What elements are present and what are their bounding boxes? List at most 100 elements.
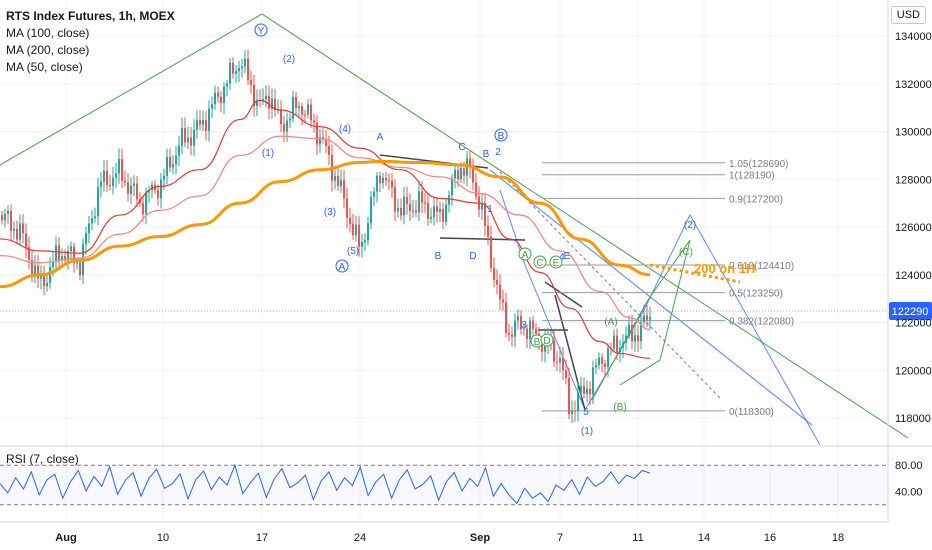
candle-body xyxy=(472,167,474,183)
candle-body xyxy=(451,178,453,196)
time-axis[interactable]: Aug 10 17 24 Sep 7 11 14 16 18 xyxy=(55,532,844,544)
candle-body xyxy=(439,209,441,212)
candle-body xyxy=(157,190,159,199)
candle-body xyxy=(568,378,570,415)
candle-body xyxy=(313,120,315,123)
candle-body xyxy=(163,175,165,180)
wave-label-circle xyxy=(533,255,547,269)
wave-label-blue: Y xyxy=(258,26,265,37)
wave-label-circle xyxy=(518,247,532,261)
candle-body xyxy=(304,114,306,116)
price-axis[interactable]: 134000 132000 130000 128000 126000 124000 1220… xyxy=(895,31,932,425)
candle-body xyxy=(178,145,180,156)
indicator-ma200[interactable]: MA (200, close) xyxy=(6,43,90,57)
candle-body xyxy=(121,159,123,181)
wave-label-green: (A) xyxy=(604,317,617,328)
candle-body xyxy=(340,180,342,187)
price-tick-label: 134000 xyxy=(895,31,932,43)
candle-body xyxy=(115,173,117,178)
candle-body xyxy=(370,196,372,224)
green-triangle-line xyxy=(0,13,909,439)
candle-body xyxy=(262,99,264,101)
candle-body xyxy=(268,95,270,109)
candle-body xyxy=(343,180,345,199)
candle-body xyxy=(280,109,282,125)
candle-body xyxy=(634,335,636,342)
candle-body xyxy=(376,175,378,192)
wave-label-blue: (3) xyxy=(324,207,336,218)
currency-button[interactable]: USD xyxy=(890,6,926,24)
candle-body xyxy=(508,332,510,335)
indicator-ma50[interactable]: MA (50, close) xyxy=(6,60,83,74)
candle-body xyxy=(97,186,99,217)
wave-label-blue: 3 xyxy=(521,320,527,331)
candle-body xyxy=(13,228,15,231)
rsi-pane[interactable]: 80.00 40.00 xyxy=(0,460,923,506)
candle-body xyxy=(562,357,564,371)
candle-body xyxy=(4,213,6,221)
wave-label-blue: C xyxy=(458,142,465,153)
candle-body xyxy=(499,284,501,300)
candle-body xyxy=(394,187,396,212)
candle-body xyxy=(253,84,255,106)
candle-body xyxy=(448,195,450,205)
candle-body xyxy=(49,267,51,283)
candle-body xyxy=(25,233,27,248)
indicator-ma100[interactable]: MA (100, close) xyxy=(6,26,90,40)
candle-body xyxy=(184,128,186,143)
candle-body xyxy=(43,276,45,287)
candle-body xyxy=(565,370,567,379)
candle-body xyxy=(1,215,3,221)
candle-body xyxy=(442,209,444,222)
fib-level-label: 0.382(122080) xyxy=(729,317,794,328)
candle-body xyxy=(91,218,93,224)
time-tick-label: 16 xyxy=(764,532,776,544)
blue-trend-line xyxy=(489,169,813,426)
candle-body xyxy=(112,177,114,187)
candle-body xyxy=(409,203,411,212)
candle-body xyxy=(61,255,63,261)
wave-label-blue: 2 xyxy=(495,147,501,158)
candle-body xyxy=(556,361,558,363)
wave-label-circle xyxy=(494,128,508,142)
candle-body xyxy=(436,206,438,212)
wave-label-circle xyxy=(254,23,268,37)
candle-body xyxy=(286,120,288,132)
candle-body xyxy=(415,210,417,213)
dashed-projection-line xyxy=(499,171,721,399)
candle-body xyxy=(328,146,330,155)
grid-lines xyxy=(0,0,888,522)
candle-body xyxy=(589,388,591,395)
candle-body xyxy=(571,410,573,415)
fib-level-label: 0.5(123250) xyxy=(729,289,783,300)
wave-label-green: (B) xyxy=(613,402,626,413)
candle-body xyxy=(256,99,258,106)
candle-body xyxy=(217,92,219,97)
ma-50-line xyxy=(0,99,651,359)
candle-body xyxy=(490,236,492,269)
fib-level-label: 0.618(124410) xyxy=(729,261,794,272)
candle-body xyxy=(400,207,402,216)
candle-body xyxy=(496,279,498,285)
rsi-line xyxy=(0,463,651,505)
candle-body xyxy=(22,223,24,234)
price-tick-label: 122000 xyxy=(895,318,932,330)
candle-body xyxy=(250,79,252,85)
candle-body xyxy=(241,66,243,69)
candle-body xyxy=(181,128,183,146)
wave-label-blue: E xyxy=(564,251,571,262)
rsi-tick-label: 80.00 xyxy=(895,460,923,472)
last-price-tag: 122290 xyxy=(889,302,932,320)
candle-body xyxy=(58,245,60,261)
time-tick-label: 18 xyxy=(832,532,844,544)
chart-title: RTS Index Futures, 1h, MOEX xyxy=(6,9,175,23)
wave-label-green: D xyxy=(543,336,550,347)
candle-body xyxy=(223,86,225,103)
candle-body xyxy=(481,202,483,210)
candle-body xyxy=(94,216,96,219)
wave-label-circle xyxy=(335,259,349,273)
candle-body xyxy=(67,251,69,261)
candle-body xyxy=(172,164,174,168)
candle-body xyxy=(16,228,18,240)
